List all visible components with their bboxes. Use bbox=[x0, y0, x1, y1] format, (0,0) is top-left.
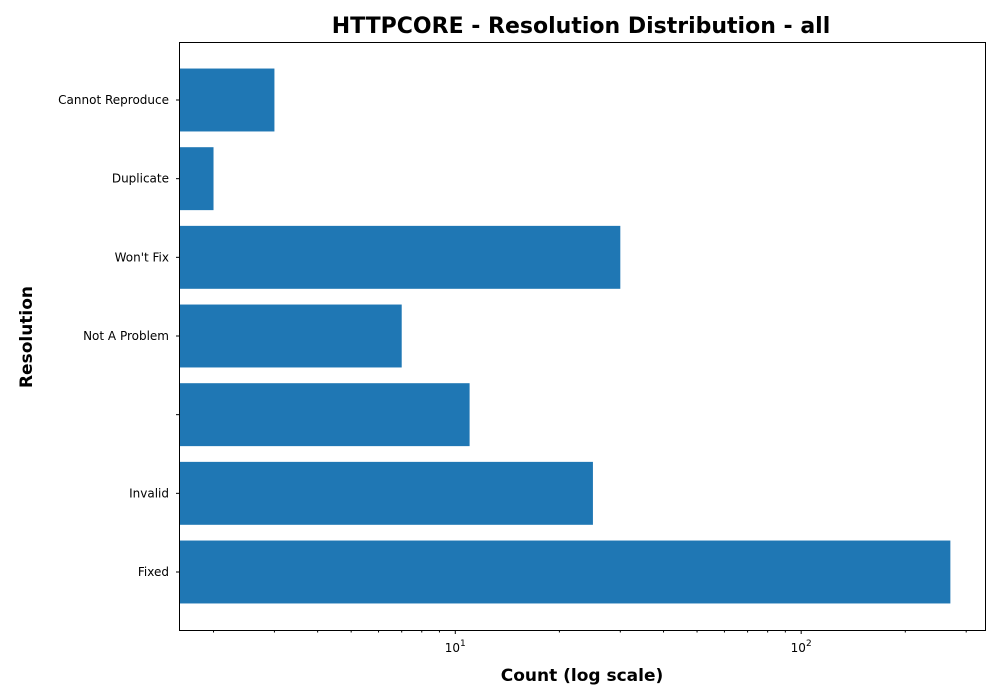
y-tick-label: Won't Fix bbox=[115, 250, 169, 264]
y-tick-label: Invalid bbox=[129, 486, 169, 500]
y-tick-label: Cannot Reproduce bbox=[58, 93, 169, 107]
bar bbox=[180, 461, 593, 525]
bar bbox=[180, 225, 621, 289]
y-axis-label: Resolution bbox=[17, 286, 37, 388]
bar bbox=[180, 540, 951, 604]
y-tick-label: Duplicate bbox=[112, 172, 169, 186]
bars-group bbox=[180, 68, 951, 604]
bar bbox=[180, 304, 402, 368]
y-tick-label: Fixed bbox=[138, 565, 169, 579]
x-axis-label: Count (log scale) bbox=[501, 666, 664, 686]
bar bbox=[180, 383, 470, 447]
bar bbox=[180, 147, 214, 211]
x-ticks-group: 101 102 bbox=[213, 630, 967, 655]
chart-title: HTTPCORE - Resolution Distribution - all bbox=[332, 14, 831, 39]
x-tick-label: 101 bbox=[445, 639, 466, 655]
x-tick-label: 102 bbox=[791, 639, 812, 655]
y-tick-label: Not A Problem bbox=[83, 329, 169, 343]
bar bbox=[180, 68, 275, 132]
y-ticks-group: Cannot Reproduce Duplicate Won't Fix Not A … bbox=[58, 93, 180, 579]
plot-frame bbox=[179, 42, 986, 631]
